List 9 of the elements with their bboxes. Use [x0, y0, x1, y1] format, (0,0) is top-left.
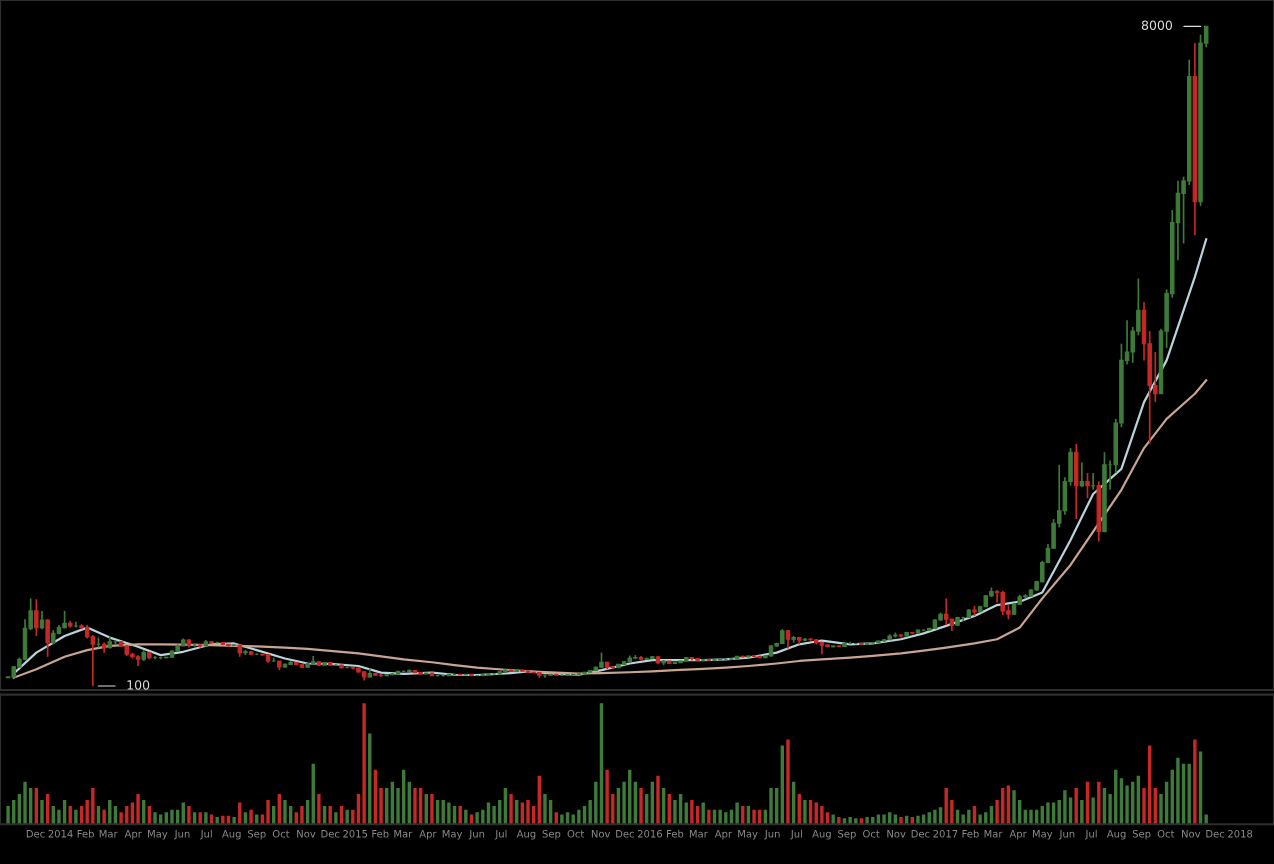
candlestick [785, 629, 791, 650]
candlestick [1085, 472, 1090, 499]
candlestick [1000, 590, 1005, 616]
candlestick [45, 618, 50, 658]
candlestick [39, 610, 45, 631]
candlestick [1096, 480, 1102, 543]
candlestick [1073, 443, 1079, 520]
candlestick [34, 598, 39, 637]
candlestick [943, 597, 949, 626]
